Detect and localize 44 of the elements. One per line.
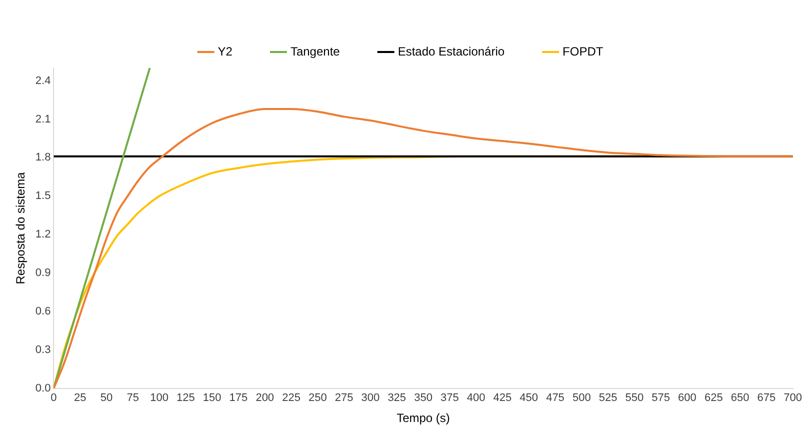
x-tick-label: 425	[493, 392, 512, 404]
x-tick-label: 150	[202, 392, 222, 404]
legend-label: Estado Estacionário	[398, 44, 505, 58]
x-tick-label: 525	[598, 392, 618, 404]
x-tick-label: 625	[704, 392, 723, 404]
x-tick-label: 75	[126, 392, 140, 404]
legend-label: Y2	[218, 44, 233, 58]
x-tick-label: 350	[414, 392, 432, 404]
x-tick-label: 50	[100, 392, 113, 404]
y-axis-title: Resposta do sistema	[14, 172, 28, 284]
x-tick-label: 300	[361, 392, 380, 404]
y-tick-label: 1.8	[35, 152, 51, 164]
x-tick-label: 650	[730, 392, 750, 404]
x-tick-label: 100	[150, 392, 168, 404]
x-tick-label: 550	[625, 392, 644, 404]
x-tick-label: 175	[229, 392, 248, 404]
y-tick-label: 0.6	[35, 306, 51, 318]
x-tick-label: 0	[50, 392, 57, 404]
legend-label: FOPDT	[562, 44, 604, 58]
x-tick-label: 700	[784, 392, 802, 404]
x-tick-label: 225	[282, 392, 300, 404]
y-tick-label: 0.9	[35, 267, 51, 280]
y-tick-label: 2.1	[35, 113, 51, 126]
x-tick-label: 675	[757, 392, 776, 404]
x-tick-label: 450	[520, 392, 538, 404]
y-tick-label: 0.3	[35, 344, 51, 356]
x-axis-title: Tempo (s)	[396, 411, 450, 426]
x-tick-label: 600	[678, 392, 696, 404]
x-tick-label: 200	[256, 392, 274, 404]
x-tick-label: 25	[74, 392, 86, 404]
legend-label: Tangente	[290, 44, 340, 58]
y-tick-label: 1.2	[35, 228, 51, 241]
x-tick-label: 475	[546, 392, 564, 404]
x-tick-label: 250	[308, 392, 327, 404]
x-tick-label: 125	[176, 392, 195, 404]
x-tick-label: 400	[466, 392, 486, 404]
x-tick-label: 275	[334, 392, 354, 404]
y-tick-label: 2.4	[35, 74, 51, 87]
x-tick-label: 500	[572, 392, 591, 404]
x-tick-label: 375	[440, 392, 459, 404]
x-tick-label: 575	[652, 392, 670, 404]
x-tick-label: 325	[388, 392, 406, 404]
y-tick-label: 1.5	[35, 190, 51, 202]
y-tick-label: 0.0	[35, 382, 51, 394]
